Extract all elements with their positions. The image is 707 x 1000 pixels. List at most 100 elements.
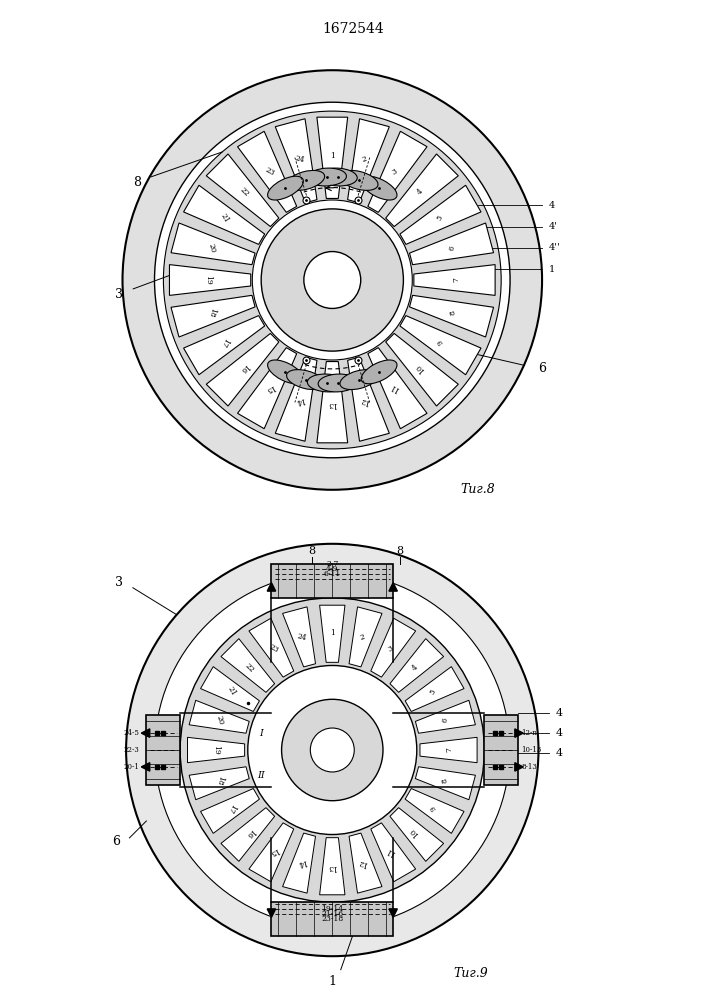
Text: I: I [259, 729, 263, 738]
Bar [146, 715, 180, 785]
Text: 3: 3 [115, 288, 123, 301]
Text: 19-14: 19-14 [321, 905, 344, 913]
Polygon shape [400, 316, 481, 375]
Polygon shape [184, 185, 264, 244]
Polygon shape [238, 348, 297, 429]
Circle shape [163, 111, 501, 449]
Text: 12-n: 12-n [522, 729, 537, 737]
Polygon shape [409, 223, 493, 265]
Polygon shape [275, 119, 317, 203]
Polygon shape [348, 357, 390, 441]
Polygon shape [515, 763, 523, 771]
Polygon shape [170, 265, 251, 295]
Polygon shape [171, 223, 255, 265]
Circle shape [310, 728, 354, 772]
Text: 4': 4' [549, 222, 559, 231]
Text: 4: 4 [549, 201, 556, 210]
Text: 13: 13 [327, 400, 337, 408]
Ellipse shape [308, 374, 346, 392]
Text: 3: 3 [115, 576, 123, 589]
Text: 8: 8 [448, 309, 457, 316]
Text: 9: 9 [436, 338, 445, 346]
Polygon shape [349, 607, 382, 667]
Polygon shape [189, 700, 249, 733]
Text: 4: 4 [416, 187, 425, 197]
Text: 7: 7 [452, 278, 461, 282]
Text: 24: 24 [294, 155, 306, 165]
Ellipse shape [308, 168, 346, 186]
Text: 22: 22 [243, 661, 256, 674]
Polygon shape [206, 333, 279, 406]
Text: 21: 21 [218, 212, 230, 224]
Ellipse shape [286, 370, 325, 390]
Polygon shape [405, 789, 464, 833]
Polygon shape [317, 117, 348, 198]
Circle shape [122, 70, 542, 490]
Text: 5: 5 [428, 688, 438, 696]
Polygon shape [390, 808, 443, 861]
Text: 6: 6 [112, 835, 120, 848]
Text: 8: 8 [133, 176, 141, 189]
Polygon shape [400, 185, 481, 244]
Text: 17: 17 [226, 802, 237, 815]
Bar [271, 902, 393, 936]
Text: 14: 14 [296, 858, 308, 868]
Text: 16: 16 [243, 826, 256, 839]
Polygon shape [238, 131, 297, 212]
Text: 8-13: 8-13 [522, 763, 537, 771]
Text: 15: 15 [264, 382, 276, 394]
Ellipse shape [361, 360, 397, 384]
Ellipse shape [267, 176, 303, 200]
Polygon shape [414, 265, 495, 295]
Circle shape [261, 209, 404, 351]
Ellipse shape [286, 170, 325, 190]
Text: 19: 19 [204, 275, 212, 285]
Text: 6: 6 [539, 362, 547, 375]
Polygon shape [368, 131, 427, 212]
Polygon shape [187, 737, 245, 763]
Polygon shape [348, 119, 390, 203]
Text: 1: 1 [328, 975, 337, 988]
Polygon shape [206, 154, 279, 227]
Polygon shape [420, 737, 477, 763]
Text: 15: 15 [268, 845, 280, 857]
Ellipse shape [318, 374, 357, 392]
Text: 7: 7 [445, 748, 453, 752]
Circle shape [155, 573, 510, 927]
Polygon shape [320, 838, 345, 895]
Circle shape [281, 699, 383, 801]
Circle shape [126, 544, 539, 956]
Text: 22: 22 [238, 186, 250, 198]
Text: 12: 12 [357, 858, 368, 868]
Text: 3: 3 [390, 168, 399, 177]
Polygon shape [283, 607, 315, 667]
Circle shape [252, 200, 412, 360]
Ellipse shape [318, 168, 357, 186]
Circle shape [247, 665, 417, 835]
Text: 20-1: 20-1 [124, 763, 139, 771]
Text: 13: 13 [327, 863, 337, 871]
Ellipse shape [340, 170, 378, 190]
Text: 10: 10 [409, 826, 421, 839]
Text: 6-11: 6-11 [324, 570, 341, 578]
Polygon shape [386, 154, 458, 227]
Polygon shape [405, 667, 464, 711]
Text: 2: 2 [359, 633, 366, 642]
Text: Τиг.9: Τиг.9 [453, 967, 489, 980]
Text: 23: 23 [268, 643, 280, 655]
Text: 16: 16 [238, 362, 250, 374]
Text: 12: 12 [358, 395, 370, 405]
Text: 24: 24 [296, 632, 308, 642]
Text: 6: 6 [448, 244, 457, 251]
Circle shape [304, 252, 361, 308]
Polygon shape [317, 362, 348, 443]
Circle shape [180, 598, 484, 902]
Text: 9: 9 [428, 804, 438, 812]
Text: 4'': 4'' [549, 243, 561, 252]
Text: 23: 23 [264, 166, 276, 178]
Polygon shape [386, 333, 458, 406]
Circle shape [155, 102, 510, 458]
Text: 14: 14 [294, 395, 306, 405]
Text: 8: 8 [397, 546, 404, 556]
Text: 4: 4 [556, 708, 563, 718]
